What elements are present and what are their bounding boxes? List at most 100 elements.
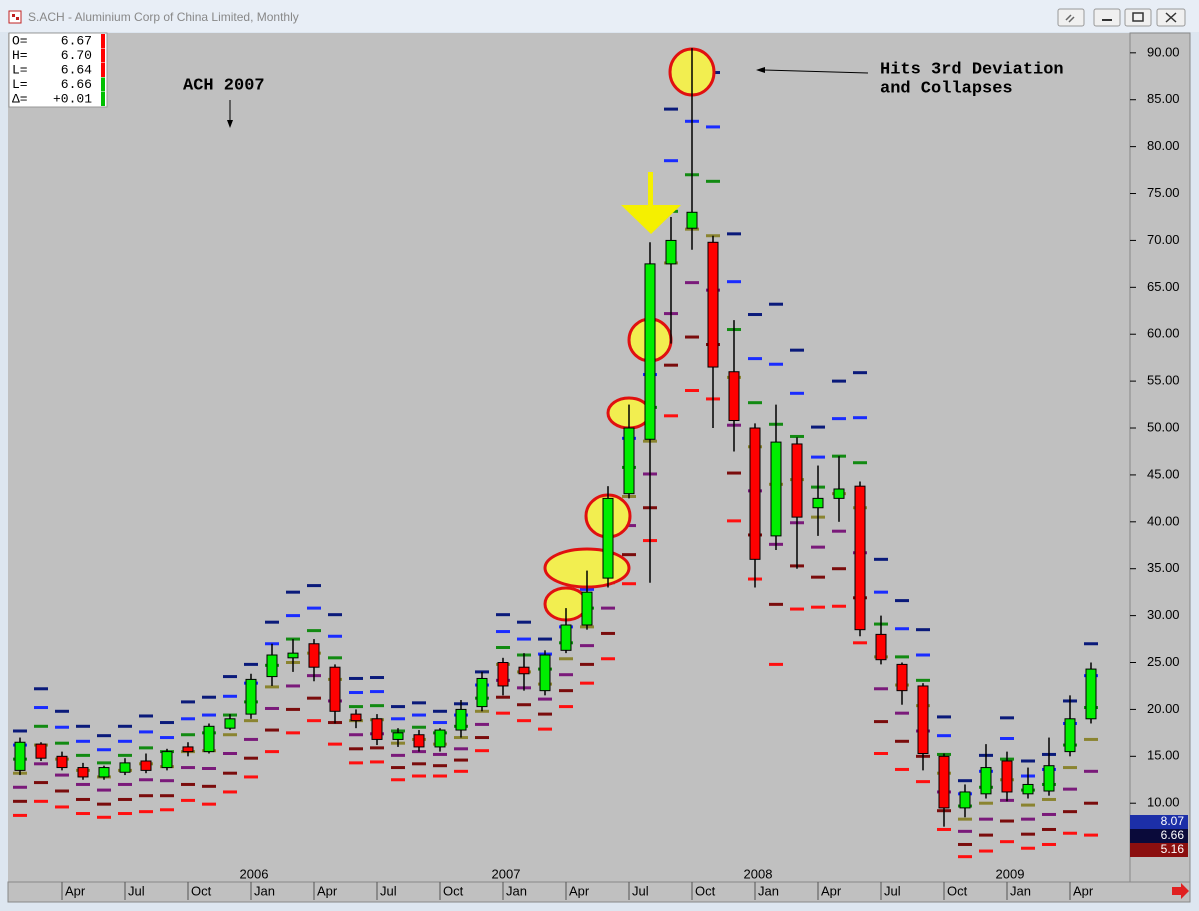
x-tick-label: Apr [569, 883, 590, 898]
arrow-head [621, 205, 681, 234]
y-tick-label: 35.00 [1147, 560, 1180, 575]
x-tick-label: Apr [1073, 883, 1094, 898]
candle-body [1085, 668, 1097, 720]
scroll-arrow[interactable] [1172, 883, 1189, 899]
candles-layer [14, 48, 1097, 827]
axes-layer: 10.00 15.00 20.00 25.00 30.00 35.00 40.00 45.00… [61, 44, 1180, 900]
info-swatch [101, 92, 105, 106]
info-box: O= 6.67 H= 6.70 L= 6.64 L= 6.66 Δ= +0.01 [8, 32, 108, 108]
x-tick-label: Jul [128, 883, 145, 898]
candle-body [896, 663, 908, 692]
price-flags: 8.076.665.16 [1130, 814, 1188, 857]
candle-body [119, 762, 131, 773]
candle-body [791, 443, 803, 518]
candle-body [350, 713, 362, 722]
app-icon-dot [12, 14, 15, 17]
x-year-label: 2008 [744, 866, 773, 881]
maximize-icon [1132, 12, 1144, 22]
annotation: and Collapses [880, 79, 1013, 98]
x-year-label: 2007 [492, 866, 521, 881]
candle-body [371, 718, 383, 740]
x-tick-label: Jul [632, 883, 649, 898]
x-tick-label: Oct [443, 883, 464, 898]
candle-body [77, 767, 89, 778]
info-box-bg [8, 32, 108, 108]
x-tick-label: Oct [947, 883, 968, 898]
y-tick-label: 15.00 [1147, 748, 1180, 763]
candle-body [875, 633, 887, 661]
x-tick-label: Jul [884, 883, 901, 898]
candle-body [854, 485, 866, 631]
candle-body [203, 725, 215, 753]
y-tick-label: 50.00 [1147, 419, 1180, 434]
candle-body [728, 371, 740, 422]
arrow-head [756, 67, 765, 73]
price-flag-label: 8.07 [1161, 814, 1185, 828]
minimize-button[interactable] [1093, 8, 1121, 27]
x-year-label: 2006 [240, 866, 269, 881]
title-bar [0, 0, 1199, 32]
y-tick-label: 60.00 [1147, 326, 1180, 341]
candle-body [917, 685, 929, 754]
candle-body [1043, 765, 1055, 792]
plot-area [8, 33, 1130, 882]
x-tick-label: Jan [254, 883, 275, 898]
candle-body [749, 427, 761, 560]
y-tick-label: 25.00 [1147, 654, 1180, 669]
candle-body [539, 654, 551, 692]
info-swatch [101, 63, 105, 77]
candle-body [161, 751, 173, 769]
x-tick-label: Jul [380, 883, 397, 898]
window-buttons [1057, 8, 1186, 27]
y-tick-label: 10.00 [1147, 795, 1180, 810]
candle-body [266, 654, 278, 678]
x-axis-panel [7, 881, 1191, 903]
candle-body [56, 755, 68, 769]
candle-body [518, 666, 530, 675]
candle-body [287, 652, 299, 659]
x-tick-label: Apr [821, 883, 842, 898]
y-tick-label: 20.00 [1147, 701, 1180, 716]
x-tick-label: Oct [695, 883, 716, 898]
candle-body [413, 734, 425, 748]
info-swatch [101, 48, 105, 63]
close-icon [1165, 12, 1177, 23]
y-tick-label: 90.00 [1147, 44, 1180, 59]
yellow-arrow [621, 172, 681, 234]
info-value: +0.01 [53, 91, 92, 106]
x-tick-label: Jan [758, 883, 779, 898]
app-icon-dot [16, 17, 19, 20]
y-tick-label: 30.00 [1147, 607, 1180, 622]
candle-body [812, 497, 824, 509]
link-button[interactable] [1057, 8, 1085, 27]
candle-body [476, 677, 488, 708]
price-flag-label: 6.66 [1161, 828, 1185, 842]
annotation: Hits 3rd Deviation [880, 60, 1064, 79]
x-year-label: 2009 [996, 866, 1025, 881]
candle-body [224, 718, 236, 729]
candle-body [98, 767, 110, 778]
candle-body [392, 732, 404, 740]
candle-body [770, 441, 782, 537]
info-value: 6.70 [61, 48, 92, 63]
y-tick-label: 70.00 [1147, 232, 1180, 247]
candle-body [560, 624, 572, 651]
y-tick-label: 65.00 [1147, 279, 1180, 294]
price-flag [1130, 843, 1188, 857]
arrow-line [763, 69, 869, 74]
y-tick-label: 45.00 [1147, 466, 1180, 481]
x-tick-label: Oct [191, 883, 212, 898]
candle-body [665, 239, 677, 265]
y-tick-label: 55.00 [1147, 373, 1180, 388]
candle-body [581, 591, 593, 626]
candle-body [329, 666, 341, 712]
x-tick-label: Apr [65, 883, 86, 898]
candle-body [623, 427, 635, 495]
maximize-button[interactable] [1124, 8, 1152, 27]
candle-body [140, 760, 152, 771]
pointer-arrows [227, 67, 869, 128]
x-tick-label: Jan [506, 883, 527, 898]
